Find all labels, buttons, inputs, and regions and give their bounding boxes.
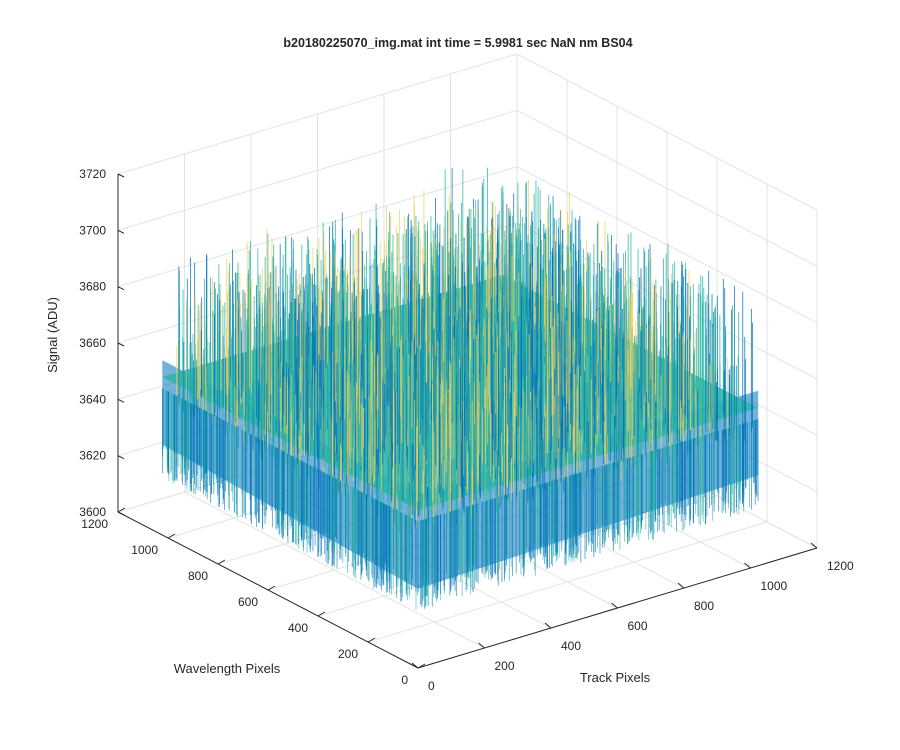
x-tick-label: 1000 [761,579,788,593]
y-tick-label: 800 [188,569,208,583]
y-tick [117,507,126,513]
y-tick [317,611,326,617]
grid-line-y-floor [367,521,768,643]
x-axis-label: Track Pixels [580,670,651,685]
x-tick [478,642,485,649]
y-axis-label: Wavelength Pixels [174,661,281,676]
z-tick-label: 3700 [79,223,106,237]
axis-ticks: 0 200 400 600 800 1000 1200 0 200 400 600 800 1000 12… [79,167,854,693]
x-tick [744,562,751,569]
z-tick-label: 3640 [79,392,106,406]
grid-line-z-side [516,109,818,267]
z-tick [117,229,125,234]
y-tick [217,559,226,565]
y-tick-label: 400 [288,621,308,635]
y-tick-label: 200 [338,647,358,661]
grid-line-z-side [516,53,818,211]
y-tick [367,637,376,643]
z-tick-label: 3600 [79,505,106,519]
z-tick [117,173,125,178]
y-tick-label: 1200 [81,517,108,531]
z-tick [117,342,125,347]
x-tick [677,582,685,589]
z-tick-label: 3720 [79,167,106,181]
x-tick [810,542,818,549]
z-axis-label: Signal (ADU) [45,297,60,373]
x-tick-label: 800 [694,599,714,613]
y-tick-label: 0 [401,673,408,687]
z-tick-label: 3660 [79,336,106,350]
z-tick-label: 3680 [79,280,106,294]
x-tick [611,602,618,609]
z-tick [117,455,125,460]
chart-title: b20180225070_img.mat int time = 5.9981 s… [283,36,632,50]
grid-line-z-back [117,53,518,175]
y-tick [417,663,426,669]
x-tick [411,662,419,669]
x-tick-label: 1200 [827,559,854,573]
grid-line-z-side [516,166,818,324]
z-tick-label: 3620 [79,449,106,463]
surface-plot [162,167,759,610]
x-tick [544,622,552,629]
y-tick [267,585,276,591]
x-tick-label: 600 [628,619,648,633]
x-tick-label: 400 [561,639,581,653]
grid-line-z-back [117,166,518,288]
z-tick [117,511,125,516]
z-tick [117,398,125,403]
x-tick-label: 200 [495,659,515,673]
y-tick-label: 600 [238,595,258,609]
y-tick [167,533,176,539]
x-tick-label: 0 [428,679,435,693]
y-tick-label: 1000 [131,543,158,557]
z-tick [117,286,125,291]
grid-line-z-back [117,109,518,231]
